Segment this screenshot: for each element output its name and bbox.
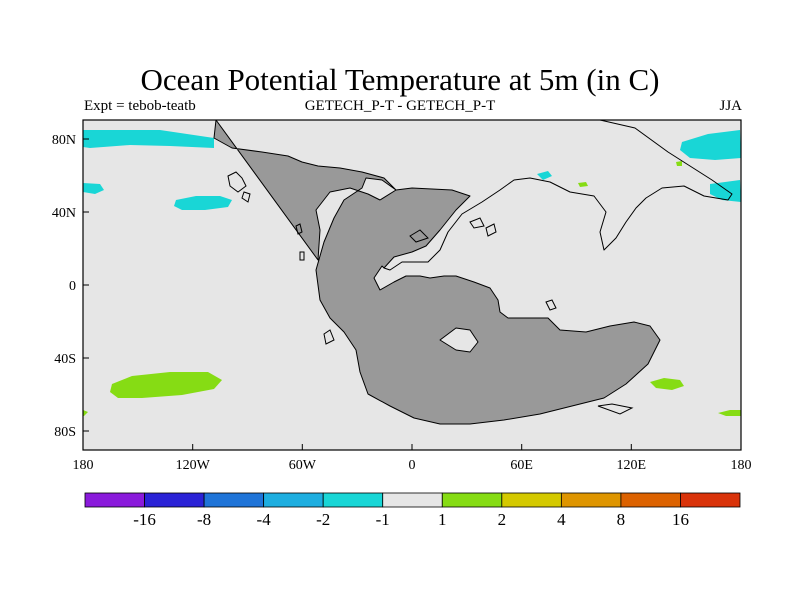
island-outlines	[227, 171, 634, 415]
y-tick-label: 40N	[52, 206, 76, 221]
colorbar-swatch	[84, 492, 145, 508]
green-anomaly-north	[578, 182, 588, 187]
colorbar-label: -16	[133, 510, 156, 529]
colorbar-swatch	[322, 492, 384, 508]
colorbar-swatch	[144, 492, 205, 508]
colorbar-swatch	[382, 492, 443, 508]
x-tick-label: 120W	[176, 458, 211, 473]
x-tick-label: 60W	[289, 458, 317, 473]
green-anomaly-west-edge	[83, 410, 88, 416]
colorbar-label: 2	[498, 510, 507, 529]
season-label: JJA	[719, 98, 742, 114]
colorbar-swatch	[620, 492, 681, 508]
green-anomaly-arctic	[676, 161, 682, 166]
colorbar-label: -2	[316, 510, 330, 529]
colorbar-label: 1	[438, 510, 447, 529]
plot-title: Ocean Potential Temperature at 5m (in C)	[140, 62, 660, 97]
x-axis	[82, 444, 742, 450]
y-tick-label: 80N	[52, 133, 76, 148]
model-comparison-label: GETECH_P-T - GETECH_P-T	[304, 98, 496, 114]
colorbar-swatch	[560, 492, 622, 508]
green-anomaly-east-edge	[718, 410, 741, 416]
cyan-anomaly-east-edge	[710, 180, 741, 202]
colorbar-label: -4	[257, 510, 272, 529]
colorbar-label: -8	[197, 510, 211, 529]
cyan-anomaly-arctic-west	[83, 130, 214, 148]
y-tick-label: 80S	[54, 425, 76, 440]
colorbar-label: -1	[376, 510, 390, 529]
colorbar: -16 -8 -4 -2 -1 1 2 4 8 16	[84, 492, 741, 529]
y-axis	[83, 138, 89, 432]
cyan-anomaly-north-central	[537, 171, 552, 180]
green-anomaly-south-east	[650, 378, 684, 390]
colorbar-swatch	[441, 492, 503, 508]
cyan-anomaly-arctic-east	[680, 130, 741, 160]
cyan-anomaly-north-pacific	[174, 196, 232, 210]
inland-sea	[439, 327, 479, 353]
x-tick-label: 120E	[617, 458, 647, 473]
y-tick-label: 0	[69, 279, 76, 294]
x-tick-label: 180	[73, 458, 94, 473]
x-tick-label: 180	[731, 458, 752, 473]
land-masses	[213, 119, 733, 425]
green-anomaly-south-pacific	[110, 372, 222, 398]
colorbar-swatch	[501, 492, 562, 508]
experiment-label: Expt = tebob-teatb	[84, 98, 196, 114]
y-tick-label: 40S	[54, 352, 76, 367]
x-tick-label: 60E	[510, 458, 533, 473]
colorbar-swatch	[203, 492, 265, 508]
anomaly-patches	[83, 130, 741, 416]
colorbar-swatch	[263, 492, 324, 508]
supercontinent	[213, 119, 733, 425]
colorbar-label: 8	[617, 510, 626, 529]
colorbar-swatch	[680, 492, 741, 508]
cyan-anomaly-west-edge	[83, 183, 104, 194]
colorbar-label: 16	[672, 510, 689, 529]
colorbar-label: 4	[557, 510, 566, 529]
x-tick-label: 0	[409, 458, 416, 473]
